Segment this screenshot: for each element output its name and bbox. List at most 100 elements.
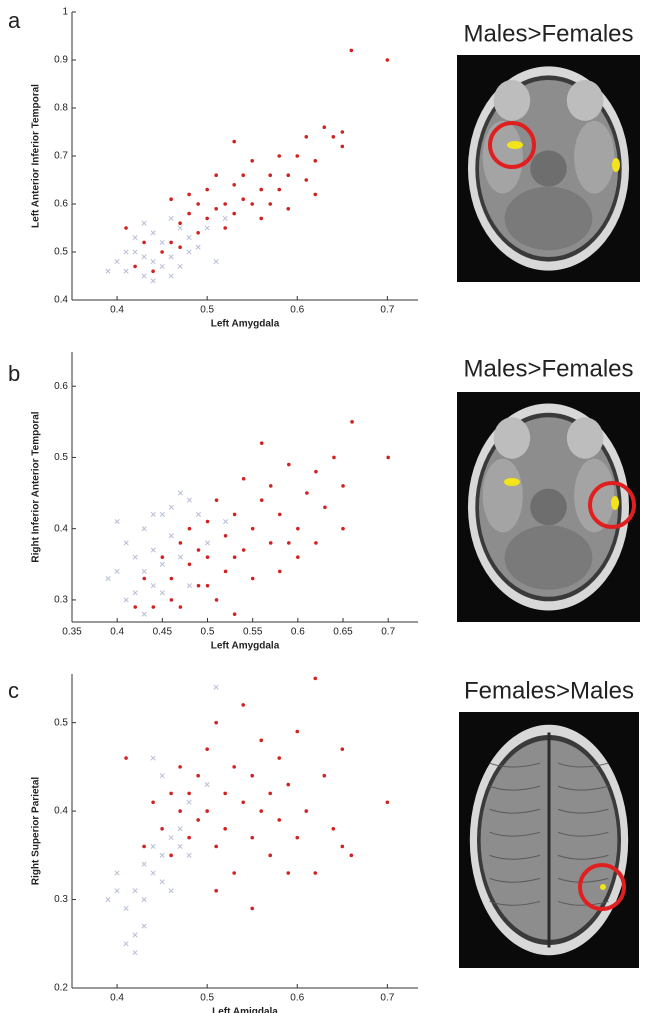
cross-point — [142, 526, 146, 530]
dot-point — [341, 747, 345, 751]
dot-point — [223, 202, 227, 206]
dot-point — [277, 154, 281, 158]
dot-point — [188, 527, 192, 531]
cross-point — [205, 782, 209, 786]
dot-point — [322, 774, 326, 778]
cross-point — [151, 844, 155, 848]
dot-point — [197, 584, 201, 588]
dot-point — [151, 800, 155, 804]
dot-point — [205, 809, 209, 813]
cross-point — [169, 274, 173, 278]
cross-point — [106, 897, 110, 901]
dot-point — [341, 130, 345, 134]
dot-point — [241, 197, 245, 201]
cross-point — [151, 231, 155, 235]
y-tick-label: 0.5 — [54, 717, 68, 728]
dot-point — [350, 420, 354, 424]
dot-point — [178, 809, 182, 813]
dot-point — [233, 555, 237, 559]
temporal-left — [483, 459, 523, 533]
x-axis-label: Left Amigdala — [212, 1007, 278, 1013]
orbit-left — [494, 417, 531, 458]
x-tick-label: 0.4 — [110, 627, 124, 638]
dot-point — [259, 217, 263, 221]
dot-point — [224, 570, 228, 574]
dot-point — [232, 140, 236, 144]
panel-label: c — [8, 678, 19, 703]
dot-point — [169, 792, 173, 796]
cross-point — [187, 583, 191, 587]
dot-point — [179, 605, 183, 609]
y-tick-label: 0.6 — [54, 199, 68, 210]
dot-point — [206, 520, 210, 524]
cross-point — [223, 216, 227, 220]
dot-point — [341, 484, 345, 488]
dot-point — [314, 541, 318, 545]
cross-point — [187, 250, 191, 254]
dot-point — [313, 193, 317, 197]
dot-point — [196, 774, 200, 778]
dot-point — [178, 765, 182, 769]
x-tick-label: 0.7 — [380, 993, 394, 1004]
dot-point — [322, 125, 326, 129]
x-tick-label: 0.6 — [290, 305, 304, 316]
dot-point — [313, 159, 317, 163]
cross-point — [169, 889, 173, 893]
dot-point — [287, 463, 291, 467]
cross-point — [214, 259, 218, 263]
dot-point — [124, 226, 128, 230]
y-tick-label: 0.7 — [54, 151, 68, 162]
cross-point — [115, 259, 119, 263]
dot-point — [133, 605, 137, 609]
cross-point — [205, 226, 209, 230]
dot-point — [214, 207, 218, 211]
y-tick-label: 0.5 — [54, 452, 68, 463]
dot-point — [187, 212, 191, 216]
dot-point — [133, 265, 137, 269]
image-title: Males>Females — [463, 355, 633, 382]
y-axis-label: Right Superior Parietal — [31, 777, 42, 886]
dot-point — [304, 809, 308, 813]
cross-point — [142, 897, 146, 901]
dot-point — [268, 792, 272, 796]
dot-point — [386, 58, 390, 62]
dot-point — [223, 827, 227, 831]
x-tick-label: 0.45 — [153, 627, 173, 638]
dot-point — [214, 721, 218, 725]
dot-point — [205, 188, 209, 192]
figure: aMales>Females0.40.50.60.70.80.910.40.50… — [0, 0, 661, 1013]
cross-point — [178, 226, 182, 230]
dot-point — [296, 527, 300, 531]
dot-point — [250, 202, 254, 206]
cross-point — [151, 279, 155, 283]
dot-point — [287, 541, 291, 545]
cross-point — [205, 541, 209, 545]
cross-point — [160, 240, 164, 244]
dot-point — [259, 188, 263, 192]
y-tick-label: 0.9 — [54, 55, 68, 66]
brainstem — [530, 150, 567, 186]
dot-point — [278, 513, 282, 517]
dot-point — [242, 548, 246, 552]
cross-point — [151, 756, 155, 760]
orbit-left — [494, 80, 531, 121]
dot-point — [169, 241, 173, 245]
y-tick-label: 1 — [62, 7, 68, 18]
cross-point — [142, 862, 146, 866]
dot-point — [205, 217, 209, 221]
cross-point — [169, 216, 173, 220]
cross-point — [106, 576, 110, 580]
cerebellum — [505, 525, 593, 589]
dot-point — [169, 197, 173, 201]
dot-point — [250, 159, 254, 163]
cross-point — [160, 853, 164, 857]
dot-point — [223, 226, 227, 230]
dot-point — [277, 756, 281, 760]
cross-point — [169, 255, 173, 259]
cross-point — [196, 245, 200, 249]
dot-point — [386, 456, 390, 460]
image-title: Males>Females — [463, 20, 633, 47]
dot-point — [232, 212, 236, 216]
dot-point — [323, 506, 327, 510]
x-tick-label: 0.5 — [200, 993, 214, 1004]
